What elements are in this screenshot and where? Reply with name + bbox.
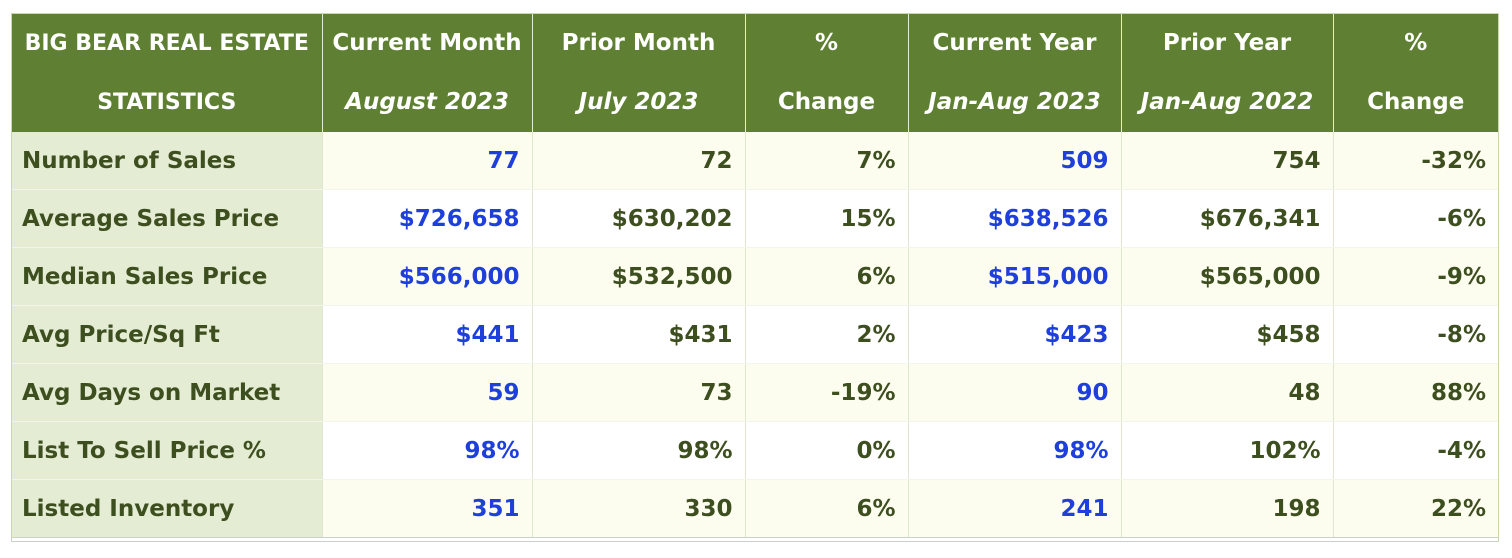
column-header-current-year: Current Year Jan-Aug 2023 — [907, 14, 1122, 132]
column-header-label: % — [1404, 30, 1428, 56]
cell-current-month: $441 — [321, 305, 532, 364]
cell-month-change: 0% — [744, 421, 908, 480]
cell-prior-month: 73 — [531, 363, 745, 422]
cell-prior-year: $458 — [1120, 305, 1333, 364]
table-row-median-sales-price: Median Sales Price $566,000 $532,500 6% … — [12, 247, 1498, 306]
cell-prior-year: 48 — [1120, 363, 1333, 422]
cell-current-year: $515,000 — [907, 247, 1121, 306]
row-label: List To Sell Price % — [12, 421, 322, 480]
cell-current-year: $423 — [907, 305, 1121, 364]
column-header-year-change: % Change — [1332, 14, 1498, 132]
table-row-average-sales-price: Average Sales Price $726,658 $630,202 15… — [12, 189, 1498, 248]
cell-month-change: 6% — [744, 479, 908, 538]
column-header-label: Prior Month — [561, 30, 716, 56]
row-label: Avg Days on Market — [12, 363, 322, 422]
cell-year-change: -6% — [1332, 189, 1498, 248]
cell-year-change: -9% — [1332, 247, 1498, 306]
cell-prior-month: 98% — [531, 421, 745, 480]
column-header-label: Current Year — [932, 30, 1097, 56]
cell-month-change: 15% — [744, 189, 908, 248]
cell-prior-year: $676,341 — [1120, 189, 1333, 248]
cell-current-month: $566,000 — [321, 247, 532, 306]
cell-prior-month: 72 — [531, 132, 745, 190]
cell-year-change: 22% — [1332, 479, 1498, 538]
row-label: Number of Sales — [12, 132, 322, 190]
row-label: Avg Price/Sq Ft — [12, 305, 322, 364]
cell-current-month: 351 — [321, 479, 532, 538]
cell-current-year: 90 — [907, 363, 1121, 422]
cell-month-change: 6% — [744, 247, 908, 306]
column-header-prior-month: Prior Month July 2023 — [531, 14, 746, 132]
cell-prior-year: $565,000 — [1120, 247, 1333, 306]
cell-prior-year: 198 — [1120, 479, 1333, 538]
cell-year-change: -4% — [1332, 421, 1498, 480]
cell-month-change: 2% — [744, 305, 908, 364]
table-row-avg-days-on-market: Avg Days on Market 59 73 -19% 90 48 88% — [12, 363, 1498, 422]
column-header-period: Change — [1367, 89, 1465, 115]
cell-prior-month: $630,202 — [531, 189, 745, 248]
column-header-label: % — [814, 30, 839, 56]
column-header-month-change: % Change — [744, 14, 909, 132]
cell-prior-year: 754 — [1120, 132, 1333, 190]
column-header-period: Jan-Aug 2022 — [1140, 89, 1314, 115]
table-row-avg-price-per-sq-ft: Avg Price/Sq Ft $441 $431 2% $423 $458 -… — [12, 305, 1498, 364]
row-label: Average Sales Price — [12, 189, 322, 248]
column-header-period: Change — [777, 89, 876, 115]
cell-month-change: -19% — [744, 363, 908, 422]
cell-year-change: -8% — [1332, 305, 1498, 364]
cell-year-change: 88% — [1332, 363, 1498, 422]
column-header-label: Prior Year — [1162, 30, 1292, 56]
table-title: BIG BEAR REAL ESTATE STATISTICS — [12, 14, 323, 132]
column-header-current-month: Current Month August 2023 — [321, 14, 533, 132]
cell-month-change: 7% — [744, 132, 908, 190]
cell-current-year: 241 — [907, 479, 1121, 538]
cell-year-change: -32% — [1332, 132, 1498, 190]
table-title-line2: STATISTICS — [97, 90, 237, 115]
cell-prior-month: $532,500 — [531, 247, 745, 306]
cell-prior-year: 102% — [1120, 421, 1333, 480]
row-label: Median Sales Price — [12, 247, 322, 306]
table-title-line1: BIG BEAR REAL ESTATE — [24, 31, 309, 56]
real-estate-statistics-table: BIG BEAR REAL ESTATE STATISTICS Current … — [12, 14, 1498, 538]
column-header-prior-year: Prior Year Jan-Aug 2022 — [1120, 14, 1334, 132]
row-label: Listed Inventory — [12, 479, 322, 538]
cell-current-year: 98% — [907, 421, 1121, 480]
cell-current-year: $638,526 — [907, 189, 1121, 248]
column-header-period: August 2023 — [345, 89, 509, 115]
cell-current-month: 77 — [321, 132, 532, 190]
cell-current-month: 59 — [321, 363, 532, 422]
cell-current-month: 98% — [321, 421, 532, 480]
cell-current-month: $726,658 — [321, 189, 532, 248]
table-row-number-of-sales: Number of Sales 77 72 7% 509 754 -32% — [12, 132, 1498, 190]
table-row-listed-inventory: Listed Inventory 351 330 6% 241 198 22% — [12, 479, 1498, 538]
header-row: BIG BEAR REAL ESTATE STATISTICS Current … — [12, 14, 1498, 132]
table-row-list-to-sell-price: List To Sell Price % 98% 98% 0% 98% 102%… — [12, 421, 1498, 480]
column-header-label: Current Month — [332, 30, 522, 56]
column-header-period: July 2023 — [578, 89, 699, 115]
cell-current-year: 509 — [907, 132, 1121, 190]
cell-prior-month: 330 — [531, 479, 745, 538]
cell-prior-month: $431 — [531, 305, 745, 364]
column-header-period: Jan-Aug 2023 — [928, 89, 1101, 115]
